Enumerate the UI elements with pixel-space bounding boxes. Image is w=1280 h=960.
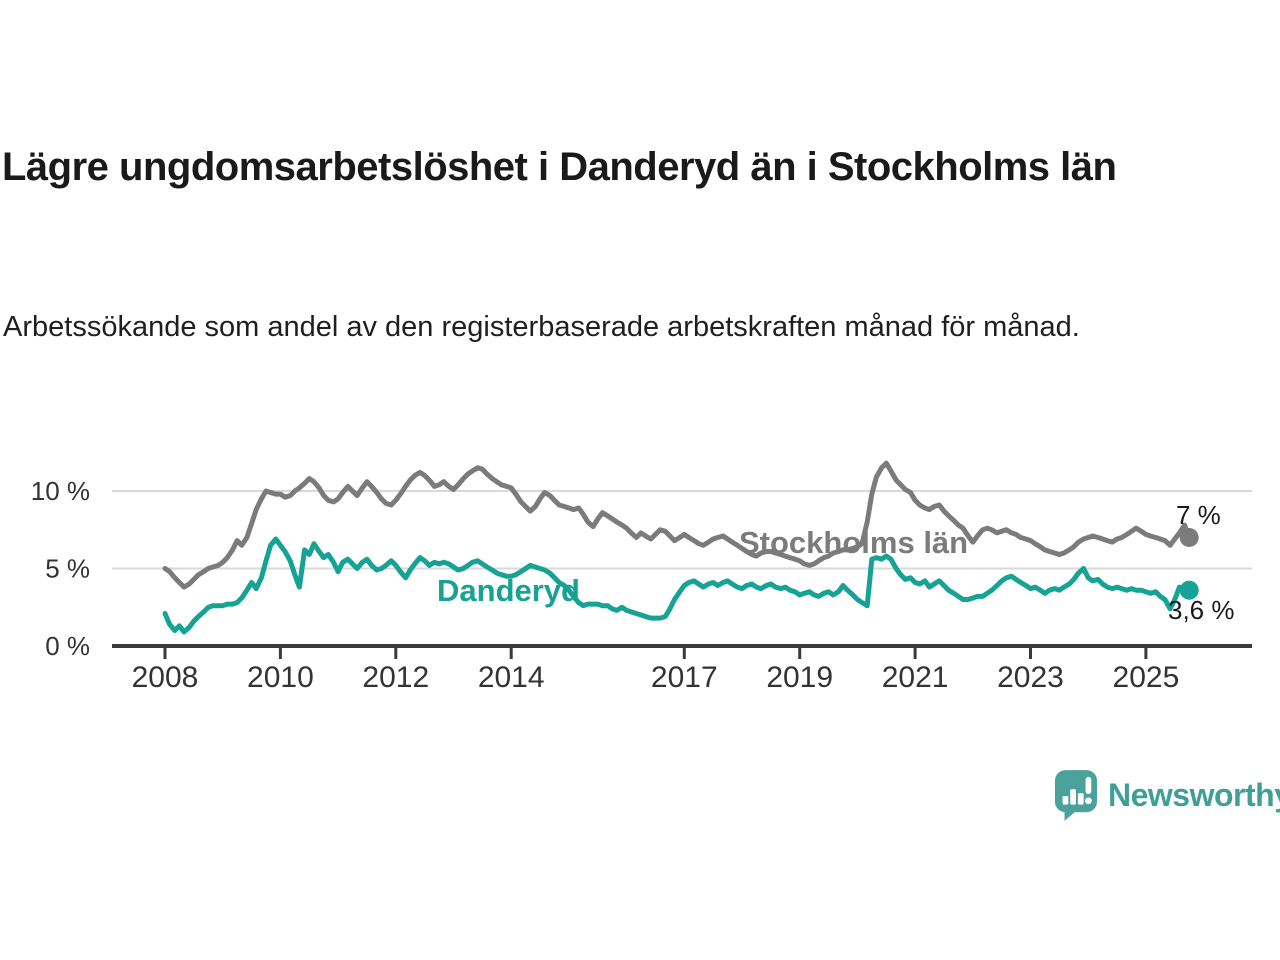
- x-tick-label: 2023: [997, 661, 1064, 694]
- end-value-label-stockholms-lan: 7 %: [1176, 500, 1221, 530]
- page-subtitle: Arbetssökande som andel av den registerb…: [3, 311, 1080, 343]
- page-title: Lägre ungdomsarbetslöshet i Danderyd än …: [2, 145, 1117, 189]
- series-label-stockholms-lan: Stockholms län: [739, 525, 968, 560]
- series-label-danderyd: Danderyd: [437, 573, 580, 608]
- series-end-dot-stockholms-lan: [1179, 528, 1199, 547]
- x-tick-label: 2017: [651, 661, 718, 694]
- x-tick-label: 2012: [362, 661, 429, 694]
- x-tick-label: 2025: [1113, 661, 1180, 694]
- logo-bar-3: [1077, 793, 1084, 805]
- y-tick-label: 0 %: [45, 631, 90, 661]
- end-value-label-danderyd: 3,6 %: [1168, 595, 1235, 625]
- series-line-stockholms-lan: [162, 460, 1192, 590]
- x-tick-label: 2008: [132, 661, 199, 694]
- x-tick-label: 2014: [478, 661, 545, 694]
- newsworthy-wordmark: Newsworthy: [1108, 776, 1280, 813]
- newsworthy-branding: Newsworthy: [1054, 768, 1280, 822]
- y-tick-label: 10 %: [31, 476, 90, 506]
- logo-bar-2: [1070, 789, 1076, 805]
- y-tick-label: 5 %: [45, 554, 90, 584]
- newsworthy-logo-icon: [1054, 770, 1098, 821]
- x-tick-label: 2010: [247, 661, 314, 694]
- x-tick-label: 2021: [882, 661, 949, 694]
- x-tick-label: 2019: [766, 661, 833, 694]
- series-line-danderyd: [162, 536, 1192, 635]
- line-chart: 2008 2010 2012 2014 2017 2019 2021 2023 2025 0 % 5…: [0, 420, 1280, 765]
- series-end-dot-danderyd: [1179, 580, 1199, 600]
- chart-label-layer: Stockholms län Danderyd 7 % 3,6 %: [437, 500, 1235, 625]
- logo-exclamation-dot: [1085, 797, 1092, 805]
- logo-exclamation-bar: [1085, 776, 1092, 795]
- logo-bar-1: [1062, 795, 1069, 805]
- chart-canvas: 2008 2010 2012 2014 2017 2019 2021 2023 2025 0 % 5…: [31, 460, 1252, 694]
